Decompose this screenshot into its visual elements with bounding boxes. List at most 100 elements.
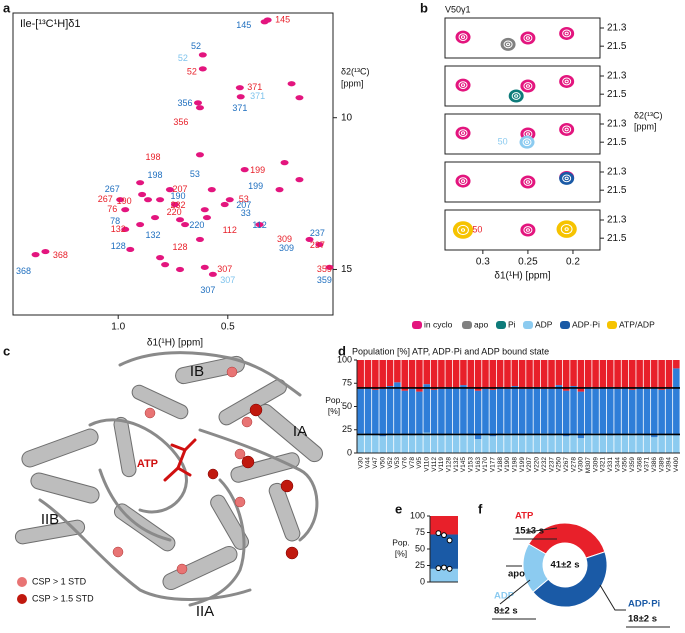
peak <box>520 31 536 45</box>
bar-segment <box>562 436 570 453</box>
bar-segment <box>386 434 394 453</box>
bar-segment <box>511 386 519 435</box>
peak-label: 53 <box>190 169 200 179</box>
csp-sphere-strong <box>207 468 219 480</box>
peak-label: 199 <box>248 181 263 191</box>
bar-segment <box>445 434 453 453</box>
bar-segment <box>489 389 497 437</box>
y-tick-label: 21.3 <box>607 23 627 34</box>
bond <box>163 466 180 482</box>
bar-segment <box>394 360 401 383</box>
slice-value-label: 15±3 s <box>515 526 544 537</box>
x-tick-label: V237 <box>548 457 555 473</box>
bar-segment <box>658 360 665 390</box>
bar-segment <box>357 433 364 453</box>
legend-swatch <box>607 321 617 329</box>
subpanel-frame <box>444 161 601 203</box>
peak-label: 359 <box>317 275 332 285</box>
slice-label: ADP <box>494 591 515 602</box>
legend-label: apo <box>474 319 488 329</box>
peak <box>559 171 575 185</box>
x-tick-label: V53 <box>394 457 401 469</box>
peak <box>295 177 304 183</box>
chart-title: Population [%] ATP, ADP·Pi and ADP bound… <box>352 346 549 356</box>
y-tick-label: 75 <box>415 527 425 537</box>
bar-segment <box>548 388 555 436</box>
x-tick-label: V145 <box>460 457 467 473</box>
bar-segment <box>518 435 526 453</box>
y-axis-label: Pop. <box>392 537 410 547</box>
legend-swatch <box>17 577 27 587</box>
bar-segment <box>548 435 555 453</box>
y-tick-label: 21.3 <box>607 167 627 178</box>
bar-segment <box>445 360 453 387</box>
ligand-label: ATP <box>137 458 158 470</box>
bar-segment <box>540 388 548 434</box>
peak-label: 112 <box>223 225 237 235</box>
csp-sphere <box>226 366 238 378</box>
peak-contour <box>564 127 569 132</box>
bar-segment <box>430 516 458 535</box>
bar-segment <box>394 433 401 453</box>
peak-label: 128 <box>172 242 187 252</box>
csp-sphere <box>241 416 253 428</box>
bar-segment <box>606 435 614 453</box>
slice-label: ADP·Pi <box>628 599 660 610</box>
subpanel-frame <box>444 65 601 107</box>
bar-segment <box>452 433 460 453</box>
peak <box>126 246 135 253</box>
bar-segment <box>651 387 658 438</box>
peak <box>156 197 165 203</box>
y-tick-label: 0 <box>347 447 352 457</box>
legend-swatch <box>523 321 533 329</box>
x-tick-label: V190 <box>504 457 511 473</box>
subpanel-frame <box>444 17 601 59</box>
bar-segment <box>540 360 548 389</box>
bar-segment <box>673 368 680 436</box>
legend-label: CSP > 1.5 STD <box>32 593 94 603</box>
peak-contour <box>514 94 519 98</box>
bar-segment <box>372 435 379 453</box>
peak <box>170 201 179 208</box>
peak-label: 132 <box>146 230 161 240</box>
x-tick-label: V177 <box>490 457 497 473</box>
x-tick-label: V52 <box>387 457 394 469</box>
csp-sphere-strong <box>285 546 299 560</box>
peak <box>144 197 153 203</box>
peak <box>202 214 211 221</box>
x-tick-label: V300 <box>578 457 585 473</box>
bar-segment <box>665 388 673 435</box>
bar-segment <box>460 385 467 435</box>
bar-segment <box>540 433 548 453</box>
peak <box>520 223 536 237</box>
peak-label: 128 <box>111 241 126 251</box>
bar-segment <box>643 388 651 436</box>
helix <box>131 384 189 420</box>
legend-swatch <box>496 321 506 329</box>
replicate-point <box>441 564 447 571</box>
x-tick-label: V232 <box>541 457 548 473</box>
bar-segment <box>423 360 431 385</box>
bar-segment <box>570 360 577 387</box>
peak-label: 207 <box>236 200 251 210</box>
peak-label: 52 <box>187 66 197 76</box>
bar-segment <box>364 360 372 388</box>
peak <box>200 264 209 270</box>
x-tick-label: V267 <box>563 457 570 473</box>
peak <box>455 78 471 92</box>
bar-segment <box>673 360 680 369</box>
bar-segment <box>592 433 599 453</box>
y-tick-label: 21.5 <box>607 89 627 100</box>
bond <box>183 438 197 452</box>
peak-contour <box>523 34 533 42</box>
peak <box>198 52 207 58</box>
peak-label: 232 <box>171 200 186 210</box>
loop <box>38 498 252 601</box>
x-tick-label: V386 <box>651 457 658 473</box>
slice-label: ATP <box>515 511 534 522</box>
bar-segment <box>379 436 386 453</box>
peak-contour <box>525 132 531 136</box>
peak-label: 50 <box>472 224 482 234</box>
chart-title: Ile-[¹³C¹H]δ1 <box>20 18 81 30</box>
peak <box>240 167 249 173</box>
